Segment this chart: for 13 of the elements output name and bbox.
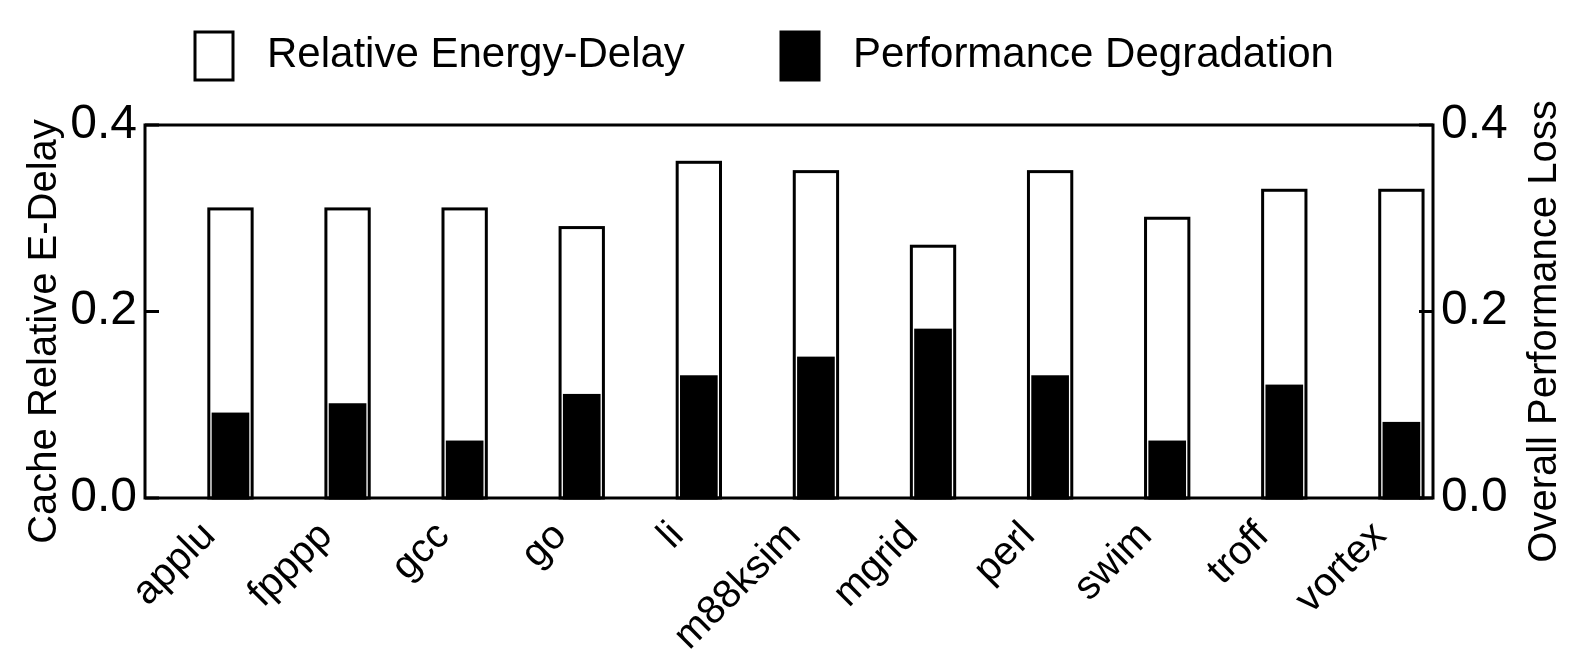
x-tick-label: troff [1197, 511, 1277, 592]
y2-axis-title: Overall Performance Loss [1520, 100, 1564, 563]
y2-tick-label: 0.0 [1441, 467, 1508, 521]
legend-label: Relative Energy-Delay [267, 29, 685, 77]
legend-label: Performance Degradation [853, 29, 1334, 77]
y-tick-label: 0.0 [70, 467, 137, 521]
y2-tick-label: 0.4 [1441, 94, 1508, 148]
y-tick-label: 0.2 [70, 281, 137, 335]
y-axis-title: Cache Relative E-Delay [20, 119, 64, 544]
y-tick-label: 0.4 [70, 94, 137, 148]
y2-tick-label: 0.2 [1441, 281, 1508, 335]
x-tick-label: gcc [381, 512, 457, 588]
x-tick-label: go [511, 512, 574, 575]
